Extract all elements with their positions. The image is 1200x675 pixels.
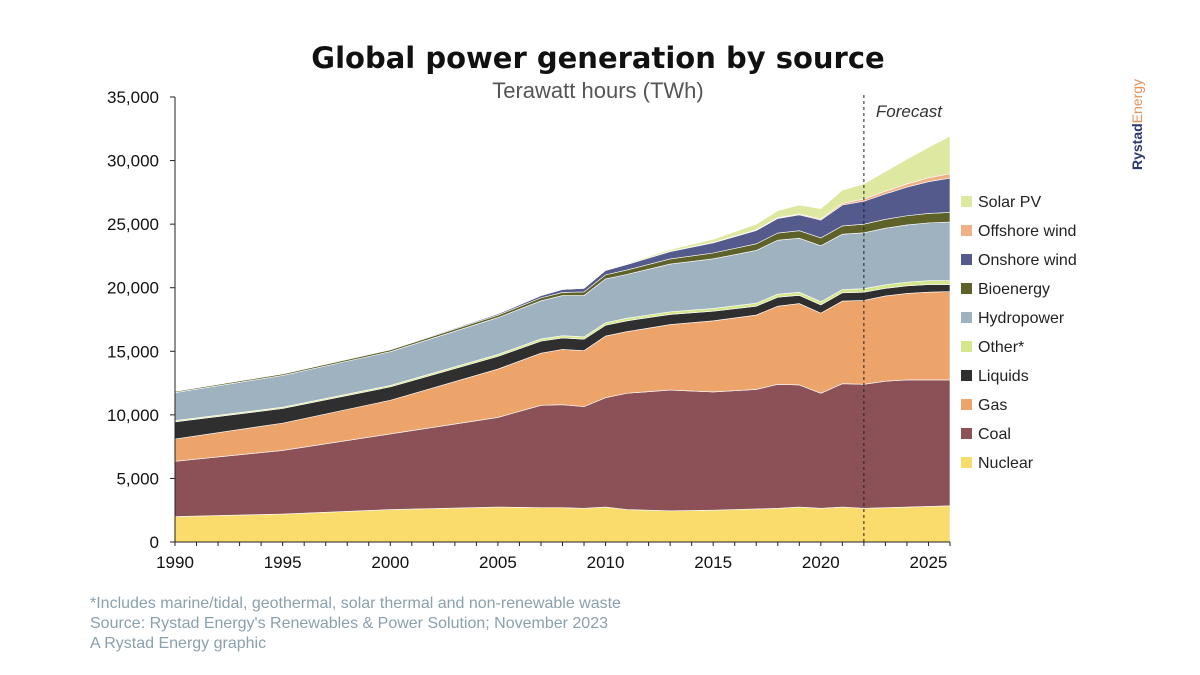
chart-subtitle: Terawatt hours (TWh) (492, 78, 704, 103)
legend-label-nuclear: Nuclear (978, 455, 1034, 472)
brand-logo: RystadEnergy (1129, 79, 1145, 170)
legend-swatch-other (961, 341, 972, 352)
credit-note: A Rystad Energy graphic (90, 635, 266, 652)
chart-title: Global power generation by source (311, 41, 884, 75)
brand-part-1: Rystad (1129, 123, 1145, 170)
legend-swatch-bioenergy (961, 283, 972, 294)
footnote: *Includes marine/tidal, geothermal, sola… (90, 595, 621, 612)
y-tick-label: 30,000 (107, 152, 159, 171)
legend-swatch-solar-pv (961, 196, 972, 207)
legend-swatch-liquids (961, 370, 972, 381)
legend-swatch-coal (961, 428, 972, 439)
legend-swatch-nuclear (961, 457, 972, 468)
legend-label-bioenergy: Bioenergy (978, 281, 1050, 298)
forecast-label: Forecast (876, 102, 943, 121)
x-axis-ticks: 1990 1995 2000 2005 2010 2015 2020 2025 (156, 542, 951, 572)
y-tick-label: 5,000 (116, 469, 159, 488)
legend-label-gas: Gas (978, 397, 1007, 414)
brand-part-2: Energy (1129, 79, 1145, 123)
legend: Solar PV Offshore wind Onshore wind Bioener… (961, 194, 1077, 472)
area-layers (174, 135, 951, 543)
y-tick-label: 15,000 (107, 342, 159, 361)
x-tick-label: 1990 (156, 553, 194, 572)
x-tick-label: 2005 (479, 553, 517, 572)
x-tick-label: 1995 (264, 553, 302, 572)
legend-swatch-onshore-wind (961, 254, 972, 265)
legend-label-other: Other* (978, 339, 1024, 356)
legend-label-hydropower: Hydropower (978, 310, 1065, 327)
x-tick-label: 2015 (694, 553, 732, 572)
y-tick-label: 25,000 (107, 215, 159, 234)
legend-label-coal: Coal (978, 426, 1011, 443)
y-tick-label: 35,000 (107, 88, 159, 107)
y-tick-label: 10,000 (107, 406, 159, 425)
x-tick-label: 2010 (587, 553, 625, 572)
legend-swatch-hydropower (961, 312, 972, 323)
x-tick-label: 2025 (910, 553, 948, 572)
source-note: Source: Rystad Energy's Renewables & Pow… (90, 615, 608, 632)
legend-swatch-offshore-wind (961, 225, 972, 236)
x-tick-label: 2000 (371, 553, 409, 572)
x-tick-label: 2020 (802, 553, 840, 572)
y-axis-ticks: 0 5,000 10,000 15,000 20,000 25,000 30,000 35,0… (107, 88, 175, 552)
area-solar-pv (174, 135, 951, 392)
svg-text:RystadEnergy: RystadEnergy (1129, 79, 1145, 170)
legend-label-liquids: Liquids (978, 368, 1029, 385)
y-tick-label: 0 (150, 533, 159, 552)
legend-label-solar-pv: Solar PV (978, 194, 1041, 211)
legend-label-onshore-wind: Onshore wind (978, 252, 1077, 269)
legend-swatch-gas (961, 399, 972, 410)
legend-label-offshore-wind: Offshore wind (978, 223, 1076, 240)
y-tick-label: 20,000 (107, 279, 159, 298)
